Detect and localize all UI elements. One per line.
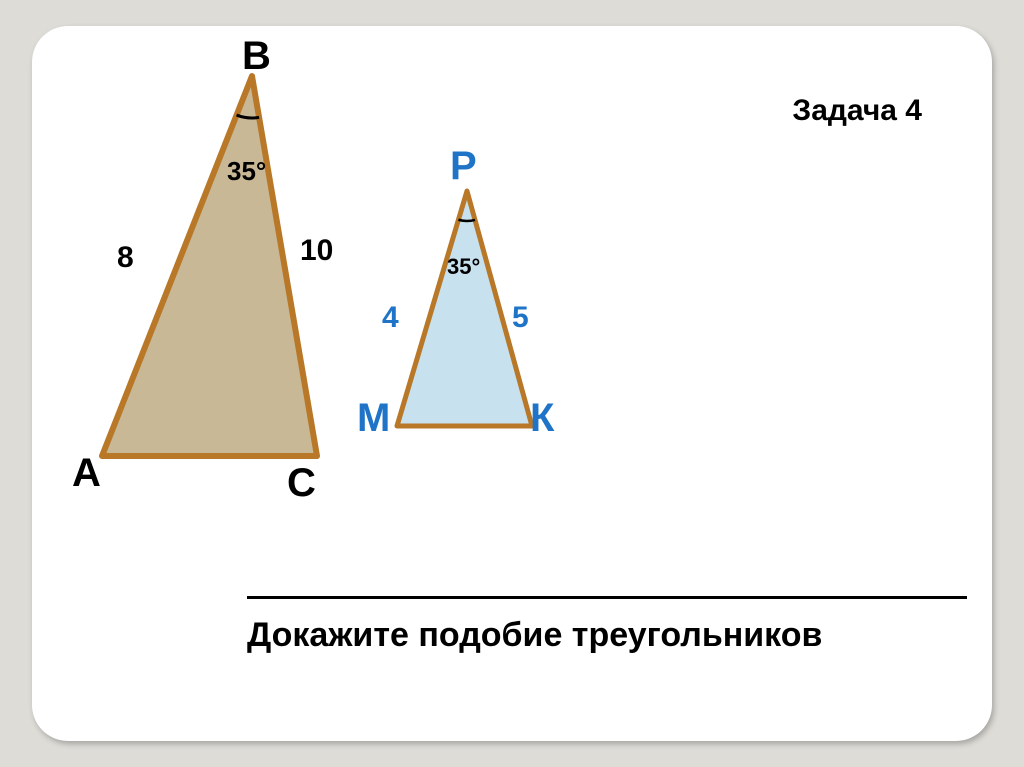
diagram-area: А В С 35° 8 10 М Р К 35° 4 5 [52, 56, 652, 496]
task-number: Задача 4 [792, 94, 922, 128]
side-mp-label: 4 [382, 301, 399, 335]
side-ab-label: 8 [117, 241, 134, 275]
divider-line [247, 596, 967, 599]
vertex-a: А [72, 451, 101, 496]
triangle-abc [102, 76, 317, 456]
angle-b-label: 35° [227, 156, 266, 187]
side-pk-label: 5 [512, 301, 529, 335]
side-bc-label: 10 [300, 234, 333, 268]
vertex-b: В [242, 34, 271, 79]
triangles-svg [52, 56, 652, 496]
vertex-k: К [530, 396, 554, 441]
vertex-p: Р [450, 144, 477, 189]
angle-arc-p [458, 220, 475, 221]
slide-card: Задача 4 А В С 35° 8 10 М Р К 35° 4 5 До… [32, 26, 992, 741]
task-statement: Докажите подобие треугольников [247, 616, 822, 655]
vertex-c: С [287, 461, 316, 506]
vertex-m: М [357, 396, 390, 441]
angle-p-label: 35° [447, 254, 480, 280]
